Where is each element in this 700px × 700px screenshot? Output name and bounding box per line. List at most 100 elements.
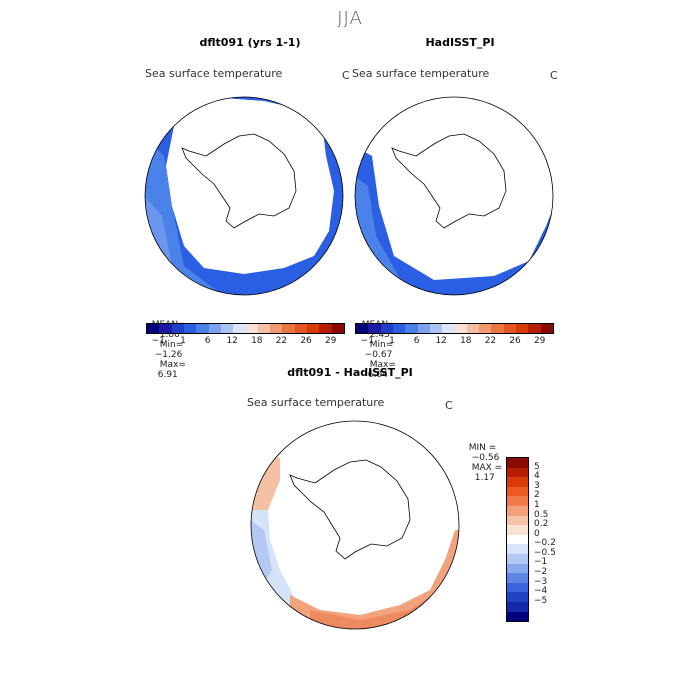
- colorbar-swatch: [507, 477, 528, 487]
- colorbar-swatch: [282, 324, 295, 333]
- colorbar-tick-label: 1: [389, 336, 395, 346]
- colorbar-tick-label: −3: [534, 576, 548, 587]
- min-label: Min=: [159, 340, 184, 350]
- colorbar-ticks-obs: −1 1 6 12 18 22 26 29: [355, 336, 552, 348]
- colorbar-swatch: [356, 324, 369, 333]
- colorbar-swatch: [507, 467, 528, 478]
- diff-max-value: 1.17: [474, 473, 495, 483]
- diff-stats: MIN = −0.56 MAX = 1.17: [463, 433, 503, 483]
- colorbar-tick-label: −0.5: [534, 547, 556, 558]
- colorbar-tick-label: 22: [484, 336, 497, 346]
- colorbar-tick-label: 0.2: [534, 519, 549, 530]
- colorbar-tick-label: −1: [534, 557, 548, 568]
- colorbar-swatch: [516, 324, 529, 333]
- colorbar-swatch: [208, 324, 221, 333]
- diff-max-label: MAX =: [471, 463, 503, 473]
- colorbar-difference: [506, 457, 529, 622]
- diff-variable: Sea surface temperature: [247, 396, 385, 409]
- colorbar-tick-label: 22: [275, 336, 288, 346]
- colorbar-swatch: [245, 324, 258, 333]
- colorbar-swatch: [507, 534, 528, 545]
- colorbar-swatch: [442, 324, 455, 333]
- season-title: JJA: [337, 8, 363, 29]
- colorbar-tick-label: 26: [509, 336, 521, 346]
- colorbar-swatch: [466, 324, 480, 333]
- colorbar-swatch: [294, 324, 308, 333]
- colorbar-model: [146, 323, 345, 334]
- diff-min-value: −0.56: [471, 453, 500, 463]
- colorbar-swatch: [507, 573, 528, 583]
- map-difference: [250, 420, 460, 630]
- colorbar-swatch: [196, 324, 209, 333]
- max-label: Max=: [369, 360, 396, 370]
- colorbar-swatch: [331, 324, 344, 333]
- colorbar-swatch: [507, 544, 528, 554]
- colorbar-tick-label: 29: [324, 336, 337, 346]
- colorbar-tick-label: −0.2: [534, 538, 556, 549]
- colorbar-tick-label: 18: [251, 336, 263, 346]
- colorbar-swatch: [319, 324, 332, 333]
- colorbar-tick-label: 26: [300, 336, 312, 346]
- colorbar-tick-label: −5: [534, 595, 548, 606]
- colorbar-swatch: [507, 486, 528, 497]
- colorbar-swatch: [491, 324, 504, 333]
- colorbar-swatch: [454, 324, 467, 333]
- colorbar-swatch: [233, 324, 246, 333]
- max-value: 6.91: [157, 370, 178, 380]
- colorbar-tick-label: 6: [413, 336, 420, 346]
- colorbar-swatch: [417, 324, 430, 333]
- colorbar-swatch: [270, 324, 283, 333]
- colorbar-swatch: [507, 553, 528, 564]
- colorbar-swatch: [507, 563, 528, 574]
- colorbar-swatch: [368, 324, 381, 333]
- colorbar-swatch: [507, 505, 528, 516]
- min-value: −1.26: [154, 350, 183, 360]
- colorbar-swatch: [220, 324, 234, 333]
- colorbar-tick-label: 5: [534, 461, 540, 472]
- colorbar-tick-label: 12: [226, 336, 238, 346]
- colorbar-tick-label: 1: [534, 499, 540, 510]
- colorbar-tick-label: 29: [533, 336, 546, 346]
- colorbar-ticks-model: −1 1 6 12 18 22 26 29: [146, 336, 343, 348]
- colorbar-swatch: [429, 324, 443, 333]
- colorbar-tick-label: 6: [204, 336, 211, 346]
- colorbar-swatch: [307, 324, 320, 333]
- colorbar-swatch: [507, 496, 528, 506]
- colorbar-swatch: [147, 324, 160, 333]
- colorbar-swatch: [540, 324, 553, 333]
- colorbar-tick-label: 12: [435, 336, 447, 346]
- colorbar-swatch: [507, 592, 528, 602]
- colorbar-swatch: [507, 458, 528, 468]
- colorbar-swatch: [507, 515, 528, 526]
- colorbar-swatch: [479, 324, 492, 333]
- colorbar-swatch: [528, 324, 541, 333]
- colorbar-tick-label: 0: [534, 528, 540, 539]
- min-label: Min=: [369, 340, 394, 350]
- colorbar-tick-label: −4: [534, 586, 548, 597]
- colorbar-tick-label: 1: [180, 336, 186, 346]
- colorbar-tick-label: −2: [534, 567, 548, 578]
- colorbar-swatch: [392, 324, 406, 333]
- max-value: 6.04: [367, 370, 388, 380]
- diff-unit: C: [445, 399, 453, 412]
- colorbar-tick-label: −1: [360, 336, 374, 346]
- colorbar-tick-label: 0.5: [534, 509, 549, 520]
- panel-variable-model: Sea surface temperature: [145, 67, 283, 80]
- colorbar-tick-label: 2: [534, 490, 540, 501]
- panel-unit-model: C: [342, 69, 350, 82]
- colorbar-swatch: [171, 324, 184, 333]
- colorbar-swatch: [507, 525, 528, 535]
- colorbar-swatch: [507, 611, 528, 622]
- panel-variable-obs: Sea surface temperature: [352, 67, 490, 80]
- max-label: Max=: [159, 360, 186, 370]
- colorbar-ticks-difference: 5 4 3 2 1 0.5 0.2 0 −0.2 −0.5 −1 −2 −3 −4 −5: [534, 457, 574, 620]
- colorbar-swatch: [507, 582, 528, 593]
- panel-unit-obs: C: [550, 69, 558, 82]
- colorbar-swatch: [257, 324, 271, 333]
- diff-title: dflt091 - HadISST_PI: [287, 366, 413, 379]
- map-model: [144, 96, 344, 296]
- colorbar-swatch: [507, 601, 528, 612]
- colorbar-tick-label: 3: [534, 480, 540, 491]
- panel-title-obs: HadISST_PI: [425, 36, 495, 49]
- colorbar-swatch: [183, 324, 197, 333]
